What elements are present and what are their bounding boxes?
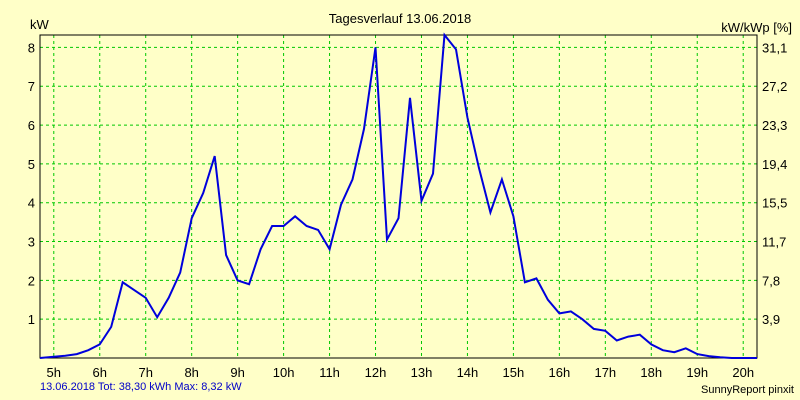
- x-tick-label: 6h: [93, 365, 107, 380]
- y-tick-label-right: 7,8: [762, 273, 780, 288]
- y-tick-label-left: 1: [28, 312, 35, 327]
- plot-frame: [39, 34, 758, 359]
- footer-credit: SunnyReport pinxit: [701, 384, 794, 396]
- series-line: [39, 32, 757, 359]
- x-tick-label: 16h: [549, 365, 571, 380]
- y-tick-label-right: 31,1: [762, 40, 787, 55]
- y-tick-label-right: 15,5: [762, 196, 787, 211]
- y-tick-label-right: 27,2: [762, 79, 787, 94]
- x-tick-label: 20h: [732, 365, 754, 380]
- x-tick-label: 8h: [184, 365, 198, 380]
- y-axis-label-right: kW/kWp [%]: [721, 20, 792, 35]
- x-tick-label: 11h: [319, 365, 340, 380]
- x-tick-label: 18h: [640, 365, 662, 380]
- y-axis-label-left: kW: [30, 17, 49, 32]
- y-tick-label-left: 7: [28, 79, 35, 94]
- y-tick-label-left: 3: [28, 235, 35, 250]
- x-tick-label: 10h: [273, 365, 295, 380]
- y-tick-label-left: 6: [28, 118, 35, 133]
- x-tick-label: 13h: [411, 365, 433, 380]
- x-tick-label: 5h: [47, 365, 61, 380]
- x-tick-label: 19h: [686, 365, 708, 380]
- y-tick-label-right: 23,3: [762, 118, 787, 133]
- footer-summary: 13.06.2018 Tot: 38,30 kWh Max: 8,32 kW: [40, 381, 242, 393]
- y-tick-label-right: 19,4: [762, 157, 787, 172]
- y-tick-label-right: 11,7: [762, 235, 786, 250]
- x-tick-label: 15h: [503, 365, 525, 380]
- x-tick-label: 17h: [594, 365, 616, 380]
- x-tick-label: 7h: [138, 365, 152, 380]
- y-tick-label-left: 5: [28, 157, 35, 172]
- chart-title: Tagesverlauf 13.06.2018: [328, 11, 472, 26]
- y-tick-label-left: 2: [28, 273, 35, 288]
- y-tick-label-left: 8: [28, 40, 35, 55]
- y-tick-label-left: 4: [28, 196, 35, 211]
- y-tick-label-right: 3,9: [762, 312, 780, 327]
- x-tick-label: 12h: [365, 365, 387, 380]
- x-tick-label: 9h: [230, 365, 244, 380]
- x-tick-label: 14h: [457, 365, 479, 380]
